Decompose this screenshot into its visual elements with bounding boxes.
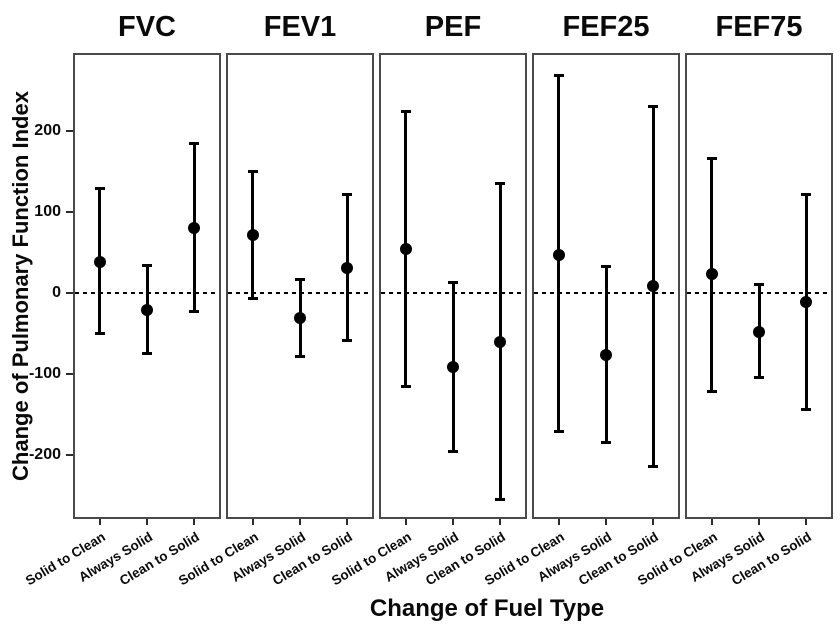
ci-cap-top <box>706 157 717 161</box>
y-tick-label: -200 <box>28 445 61 463</box>
panel-FEF75 <box>685 53 833 519</box>
ci-cap-bottom <box>648 465 659 469</box>
ci-cap-top <box>648 104 659 108</box>
x-tick-mark <box>605 519 607 525</box>
ci-cap-bottom <box>601 440 611 444</box>
point-estimate <box>800 295 813 308</box>
ci-cap-bottom <box>189 309 200 313</box>
point-estimate <box>600 349 612 362</box>
ci-cap-top <box>342 193 353 197</box>
panel-PEF <box>379 53 527 519</box>
ci-cap-top <box>295 278 305 282</box>
x-tick-mark <box>146 519 148 525</box>
ci-cap-bottom <box>801 407 812 411</box>
y-tick-label: -100 <box>28 364 61 382</box>
panel-FEF25 <box>532 53 680 519</box>
y-tick-mark <box>66 453 73 456</box>
point-estimate <box>399 243 412 256</box>
ci-cap-top <box>553 73 564 77</box>
x-tick-mark <box>193 519 196 525</box>
ci-cap-top <box>448 281 458 285</box>
ci-cap-bottom <box>706 389 717 393</box>
ci-cap-top <box>801 193 812 197</box>
point-estimate <box>141 303 153 316</box>
ci-cap-top <box>247 170 258 174</box>
x-tick-mark <box>557 519 560 525</box>
ci-cap-top <box>189 141 200 145</box>
panel-FVC <box>73 53 221 519</box>
x-tick-label-anchor: Clean to Solid <box>720 527 814 588</box>
ci-cap-bottom <box>94 332 105 336</box>
ci-cap-top <box>754 282 764 286</box>
point-estimate <box>246 228 259 241</box>
y-tick-label: 0 <box>52 283 61 301</box>
ci-cap-bottom <box>495 497 506 501</box>
point-estimate <box>188 222 201 235</box>
x-tick-mark <box>758 519 760 525</box>
point-estimate <box>753 325 765 338</box>
y-tick-mark <box>66 210 73 213</box>
panel-title-FEF25: FEF25 <box>562 11 650 43</box>
ci-cap-top <box>142 263 152 267</box>
ci-cap-top <box>400 109 411 113</box>
panel-title-FEV1: FEV1 <box>263 11 337 43</box>
point-estimate <box>705 268 718 281</box>
x-tick-mark <box>98 519 101 525</box>
ci-cap-bottom <box>247 297 258 301</box>
panel-title-PEF: PEF <box>424 11 482 43</box>
ci-cap-bottom <box>553 430 564 434</box>
x-tick-mark <box>251 519 254 525</box>
x-tick-mark <box>710 519 713 525</box>
ci-cap-top <box>601 265 611 269</box>
x-tick-mark <box>299 519 301 525</box>
point-estimate <box>447 361 459 374</box>
y-tick-label: 100 <box>34 202 61 220</box>
y-tick-label: 200 <box>34 121 61 139</box>
point-estimate <box>647 280 660 293</box>
point-estimate <box>552 248 565 261</box>
ci-cap-bottom <box>448 449 458 453</box>
y-tick-mark <box>66 372 73 375</box>
ci-cap-bottom <box>400 384 411 388</box>
panel-title-FVC: FVC <box>118 11 176 43</box>
ci-cap-bottom <box>342 338 353 342</box>
y-tick-mark <box>66 129 73 132</box>
panel-FEV1 <box>226 53 374 519</box>
point-estimate <box>341 261 354 274</box>
ci-cap-top <box>495 181 506 185</box>
ci-cap-bottom <box>295 354 305 358</box>
x-axis-title: Change of Fuel Type <box>369 595 605 622</box>
x-tick-mark <box>346 519 349 525</box>
panel-title-FEF75: FEF75 <box>715 11 803 43</box>
ci-cap-top <box>94 186 105 190</box>
x-tick-mark <box>404 519 407 525</box>
x-tick-mark <box>652 519 655 525</box>
ci-cap-bottom <box>142 351 152 355</box>
y-tick-mark <box>66 291 73 294</box>
x-tick-mark <box>805 519 808 525</box>
point-estimate <box>93 256 106 269</box>
x-tick-mark <box>452 519 454 525</box>
x-tick-label: Clean to Solid <box>729 529 815 589</box>
point-estimate <box>494 335 507 348</box>
x-tick-mark <box>499 519 502 525</box>
point-estimate <box>294 312 306 324</box>
ci-cap-bottom <box>754 375 764 379</box>
